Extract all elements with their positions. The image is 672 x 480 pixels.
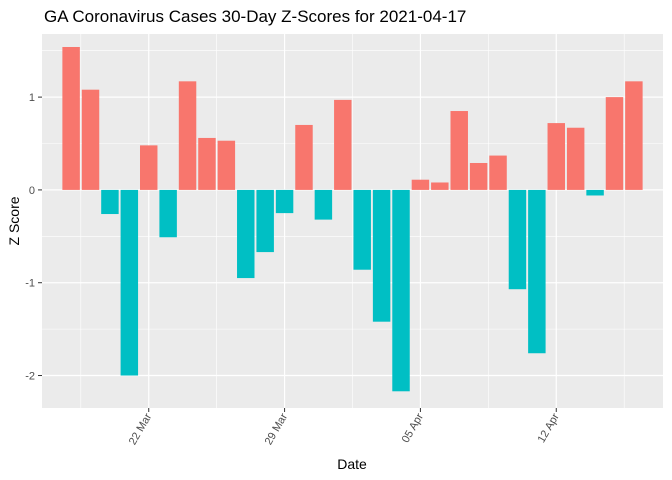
bar bbox=[392, 189, 410, 392]
bar bbox=[198, 137, 216, 190]
x-axis: 22 Mar 29 Mar 05 Apr 12 Apr bbox=[127, 408, 562, 447]
bar bbox=[217, 140, 236, 190]
bar bbox=[62, 46, 80, 190]
bar bbox=[508, 189, 527, 290]
bar bbox=[275, 189, 294, 214]
y-tick-label: -2 bbox=[25, 371, 35, 383]
bar bbox=[489, 155, 507, 190]
bar bbox=[334, 99, 352, 190]
bar bbox=[605, 97, 624, 190]
bar bbox=[295, 124, 313, 190]
bar bbox=[353, 189, 371, 270]
y-tick-label: -1 bbox=[25, 278, 35, 290]
bar bbox=[314, 189, 333, 220]
y-tick-label: 0 bbox=[29, 185, 35, 197]
bar bbox=[81, 89, 100, 190]
bar bbox=[566, 127, 585, 190]
bar bbox=[431, 182, 449, 190]
bar bbox=[101, 189, 119, 215]
x-axis-title: Date bbox=[337, 456, 367, 472]
bar bbox=[159, 189, 177, 238]
bar bbox=[450, 111, 468, 190]
bar bbox=[586, 189, 604, 196]
minor-gridlines bbox=[42, 34, 663, 408]
y-tick-label: 1 bbox=[29, 92, 35, 104]
chart-title: GA Coronavirus Cases 30-Day Z-Scores for… bbox=[44, 7, 466, 26]
bar bbox=[237, 189, 255, 279]
x-tick-label: 29 Mar bbox=[263, 411, 291, 447]
x-tick-label: 12 Apr bbox=[536, 411, 562, 445]
x-tick-label: 05 Apr bbox=[400, 411, 426, 445]
bar bbox=[178, 81, 197, 190]
x-tick-label: 22 Mar bbox=[127, 411, 155, 447]
bar bbox=[469, 162, 488, 190]
bar bbox=[120, 189, 139, 376]
bar bbox=[256, 189, 274, 253]
bar bbox=[140, 145, 158, 190]
bar bbox=[625, 81, 643, 190]
bars bbox=[62, 46, 643, 392]
y-axis: -2 -1 0 1 bbox=[25, 92, 42, 383]
bar bbox=[372, 189, 391, 322]
bar bbox=[411, 179, 430, 190]
bar bbox=[547, 123, 565, 190]
y-axis-title: Z Score bbox=[6, 196, 22, 245]
bar bbox=[528, 189, 546, 354]
